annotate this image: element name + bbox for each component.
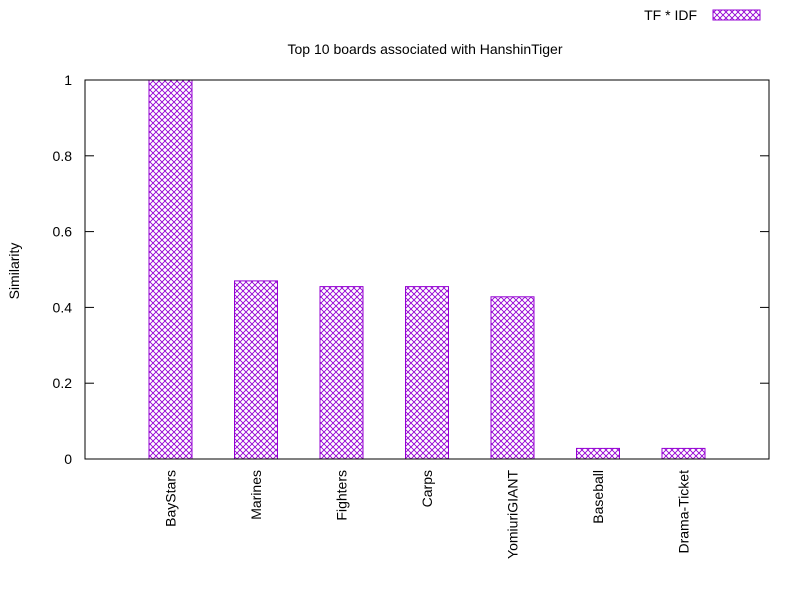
bar-carps [405,286,449,460]
legend-label: TF * IDF [644,7,697,23]
bar-baseball [576,447,620,460]
y-ticks-group: 0 0.2 0.4 0.6 0.8 1 [53,72,769,467]
y-tick-label: 0.8 [53,148,73,164]
y-tick-label: 0.6 [53,224,73,240]
x-tick-label-baystars: BayStars [163,470,179,527]
x-tick-label-fighters: Fighters [334,470,350,521]
legend: TF * IDF [644,7,761,23]
y-tick-label: 0 [64,451,72,467]
x-tick-label-marines: Marines [248,470,264,520]
bar-drama-ticket [661,447,706,460]
y-tick-label: 0.4 [53,299,73,315]
plot-frame [84,79,770,460]
y-tick-label: 1 [64,72,72,88]
bars-group [148,79,706,460]
x-tick-label-drama-ticket: Drama-Ticket [676,470,692,554]
bar-baystars [148,79,193,460]
bar-marines [234,280,278,460]
legend-swatch [712,9,761,21]
bar-fighters [319,286,364,460]
bar-yomiurigiant [490,296,535,460]
chart-title: Top 10 boards associated with HanshinTig… [288,41,563,57]
x-tick-label-baseball: Baseball [590,470,606,524]
x-tick-labels-group: BayStars Marines Fighters Carps YomiuriGIANT… [163,470,692,559]
x-tick-label-yomiurigiant: YomiuriGIANT [505,470,521,559]
x-tick-label-carps: Carps [419,470,435,507]
y-tick-label: 0.2 [53,375,73,391]
y-axis-label: Similarity [6,243,22,300]
